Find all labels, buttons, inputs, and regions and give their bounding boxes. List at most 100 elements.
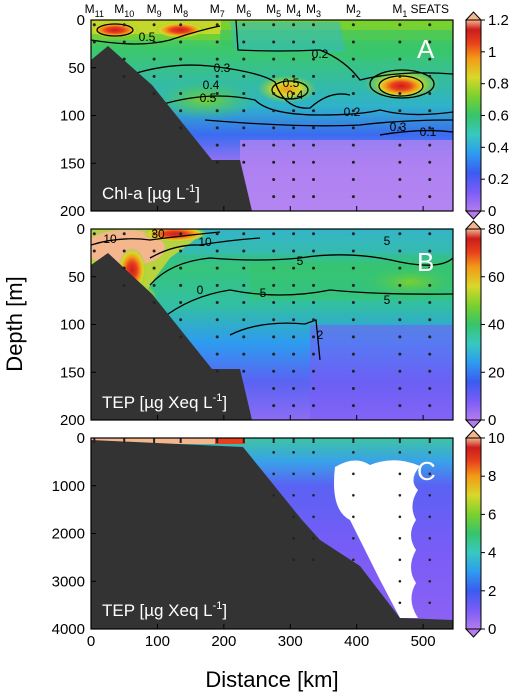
sample-point [122,40,126,44]
sample-point [292,515,295,519]
sample-point [292,301,296,305]
sample-point [179,266,183,270]
sample-point [215,283,219,287]
sample-point [216,438,219,443]
sample-point [93,438,96,443]
sample-point [272,318,276,322]
colorbar-tick-label: 1.2 [488,12,509,29]
sample-point [312,536,315,540]
colorbar-tick-label: 0 [488,621,496,638]
sample-point [398,232,402,236]
sample-point [428,451,432,454]
panel-a-seafloor [91,46,252,211]
panel-a: 0.50.20.30.40.50.20.30.50.40.1 [91,20,453,211]
panel-c-seafloor [91,440,453,629]
sample-point [398,536,402,540]
sample-point [312,109,316,113]
contour-label: 0.5 [283,76,300,90]
sample-point [272,143,276,147]
sample-point [398,283,402,287]
sample-point [272,438,275,443]
sample-point [242,160,246,164]
sample-point [292,249,296,253]
sample-point [292,177,296,181]
sample-point [272,23,276,27]
sample-point [215,266,219,270]
sample-point [179,249,183,253]
colorbar-tick-label: 2 [488,583,496,600]
sample-point [312,404,316,408]
sample-point [398,92,402,96]
sample-point [312,283,316,287]
sample-point [215,57,219,61]
sample-point [351,143,355,147]
colorbar-tick-label: 0.8 [488,76,509,93]
sample-point [292,451,295,454]
sample-point [398,74,402,78]
sample-point [122,232,126,236]
sample-point [122,74,126,78]
panel-a-m1-maximum [375,75,427,97]
sample-point [312,472,315,476]
y-tick-label: 50 [68,60,85,77]
sample-point [312,126,316,130]
sample-point [312,74,316,78]
sample-point [351,352,355,356]
sample-point [272,301,276,305]
contour-label: 30 [151,227,165,241]
sample-point [242,283,246,287]
sample-point [428,318,432,322]
sample-point [312,318,316,322]
sample-point [215,23,219,27]
colorbar-max-arrow [464,11,483,21]
sample-point [292,438,295,443]
colorbar-tick-label: 6 [488,506,496,523]
sample-point [215,109,219,113]
colorbar-tick-label: 0 [488,203,496,220]
sample-point [292,40,296,44]
sample-point [398,109,402,113]
sample-point [312,369,316,373]
contour-label: 0.5 [200,91,217,105]
sample-point [242,40,246,44]
sample-point [179,109,183,113]
sample-point [292,386,296,390]
contour-label: 0.1 [420,125,437,139]
sample-point [179,232,183,236]
sample-point [428,536,432,540]
sample-point [292,536,295,540]
x-axis-label: Distance [km] [205,667,338,692]
sample-point [242,57,246,61]
sample-point [351,177,355,181]
y-tick-label: 0 [77,221,85,238]
sample-point [272,40,276,44]
station-label: SEATS [411,2,449,16]
sample-point [242,92,246,96]
contour-label: 0.2 [312,47,329,61]
sample-point [398,438,401,443]
sample-point [242,232,246,236]
sample-point [351,249,355,253]
contour-label: 0 [197,283,204,297]
sample-point [242,266,246,270]
contour-label: 10 [198,235,212,249]
x-tick-label: 200 [211,633,236,650]
sample-point [428,160,432,164]
colorbar-tick-label: 60 [488,269,505,286]
colorbar-tick-label: 40 [488,317,505,334]
contour-label: 0.2 [344,105,361,119]
sample-point [179,126,183,130]
colorbar-min-arrow [464,210,483,220]
sample-point [272,494,275,497]
sample-point [398,23,402,27]
sample-point [292,126,296,130]
sample-point [428,558,432,562]
station-label: M1 [392,2,407,19]
sample-point [312,451,315,454]
y-tick-label: 0 [77,12,85,29]
sample-point [428,404,432,408]
sample-point [179,335,183,339]
sample-point [242,126,246,130]
sample-point [292,352,296,356]
sample-point [272,266,276,270]
